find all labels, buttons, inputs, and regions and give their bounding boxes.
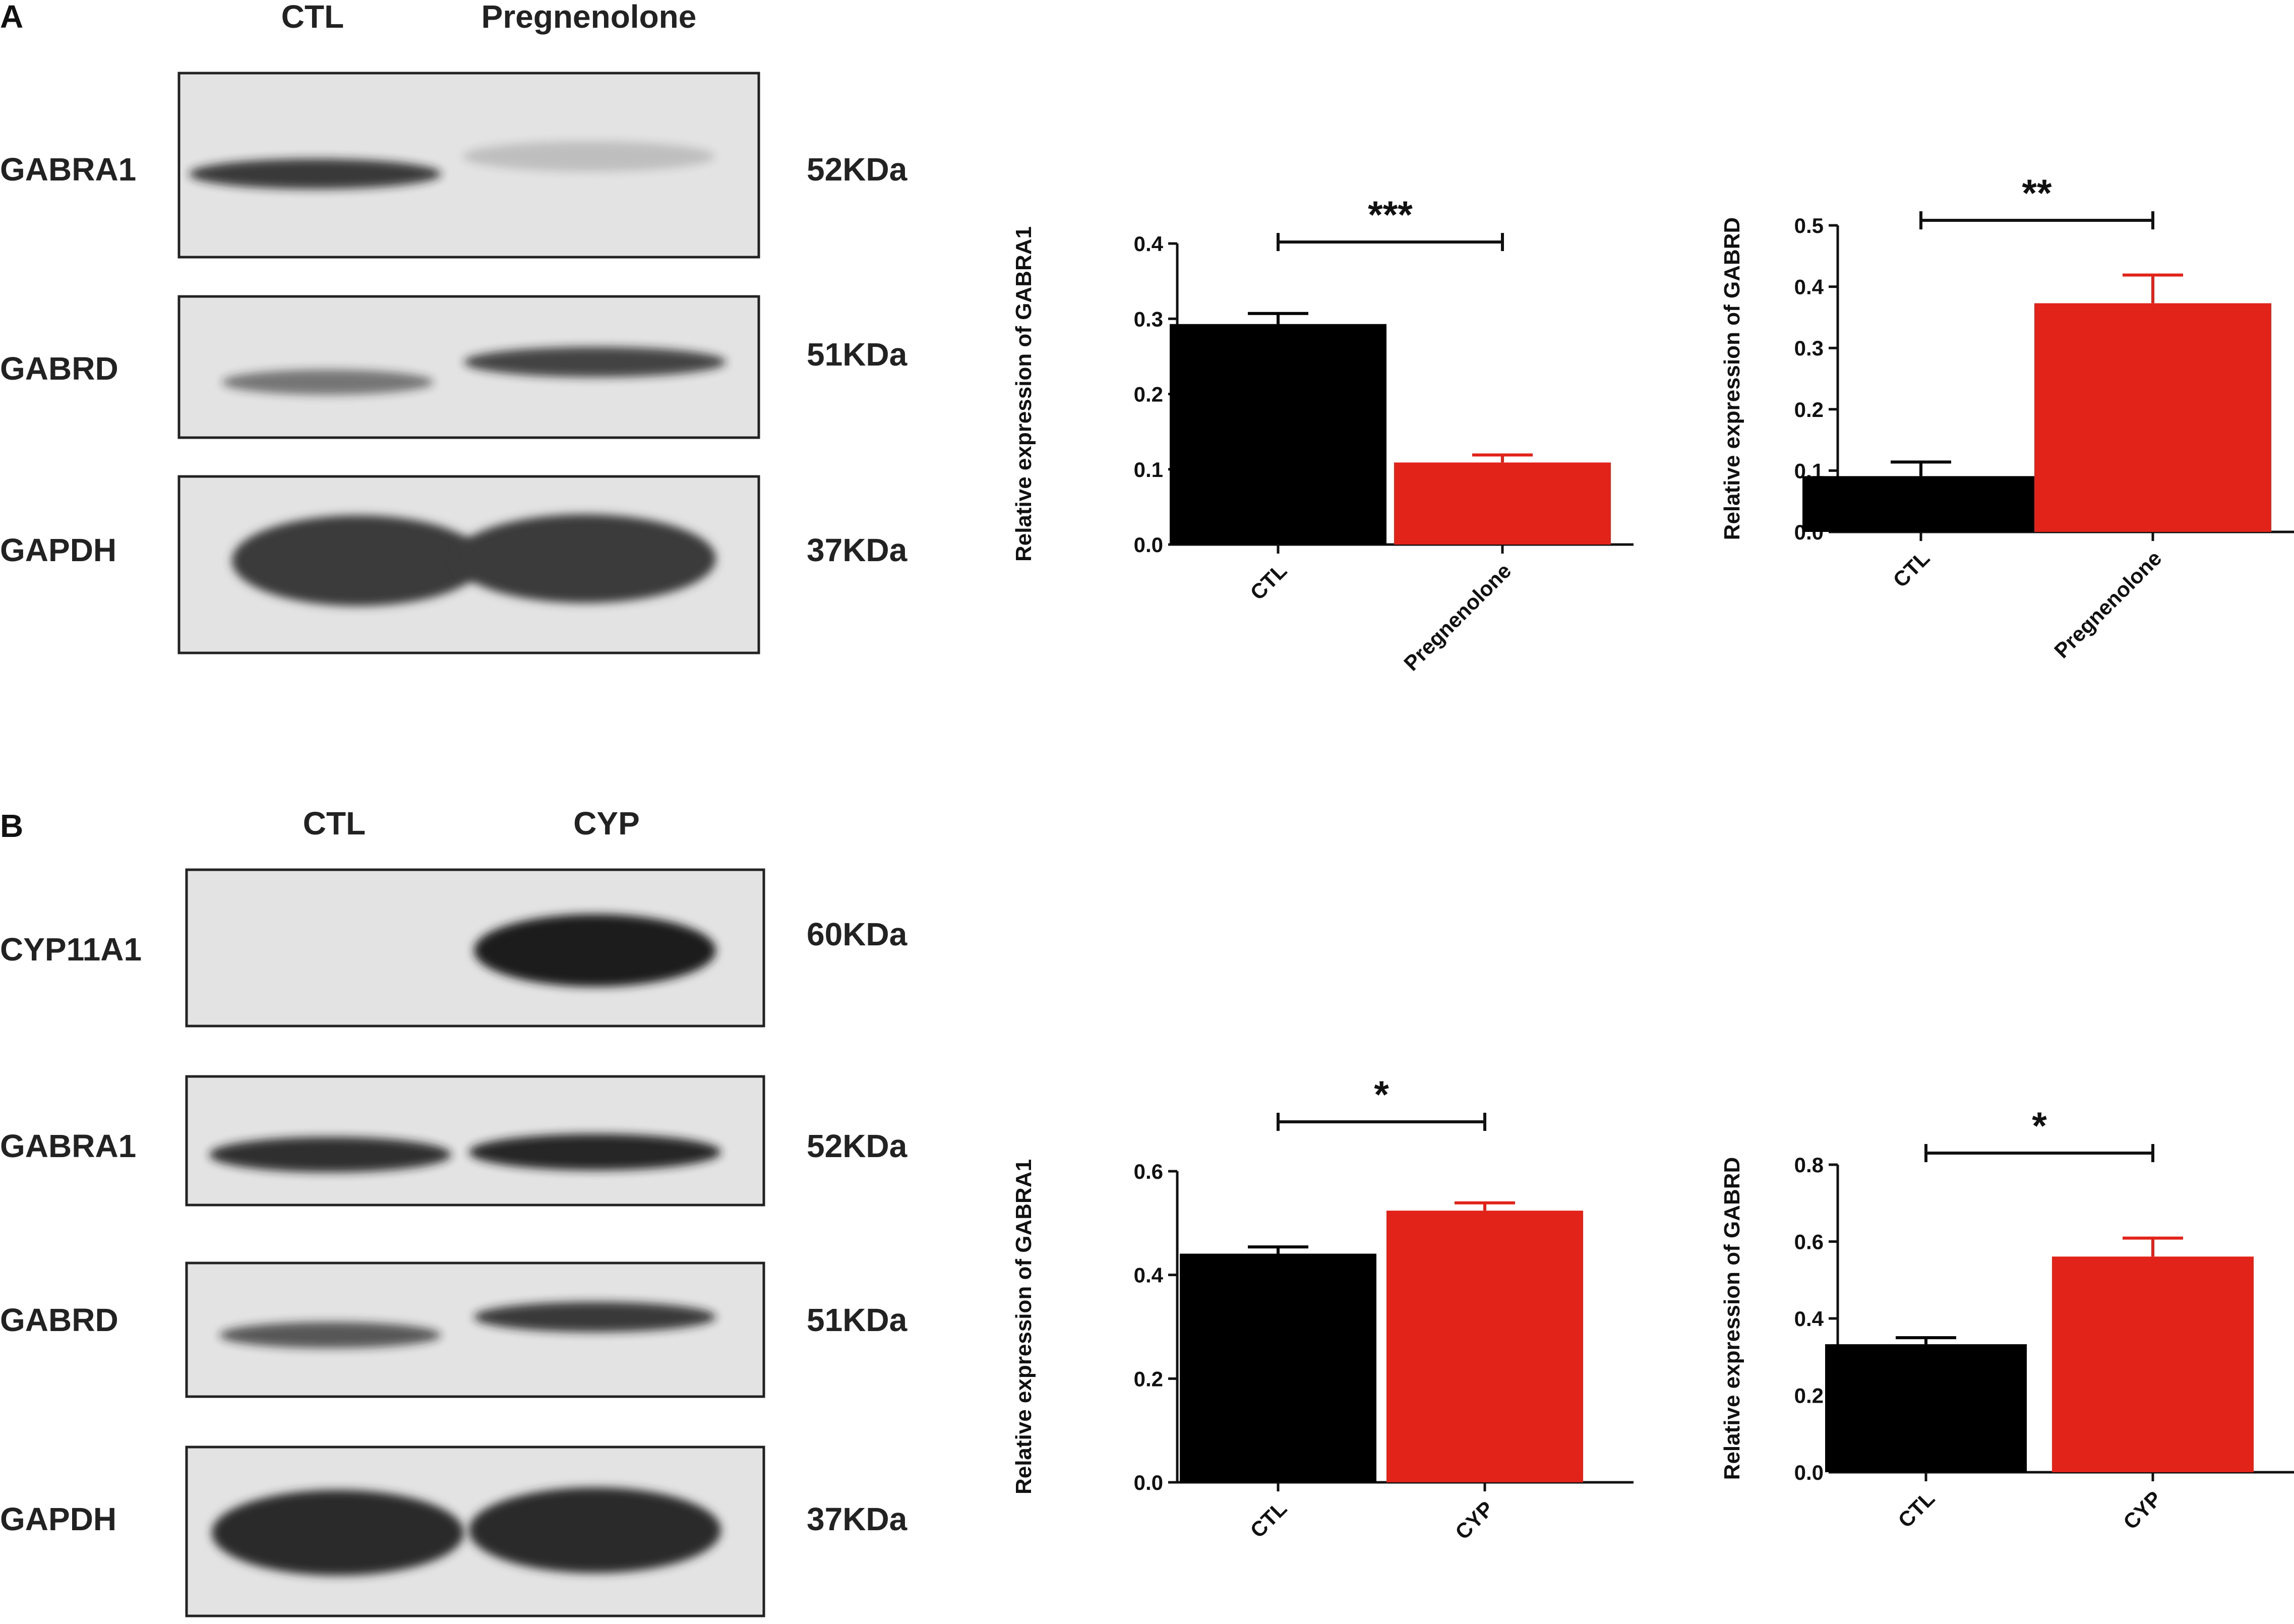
significance-label: *** [1368, 194, 1413, 236]
x-tick-label: CTL [1245, 559, 1291, 605]
y-tick-label: 0.3 [1134, 307, 1163, 331]
molecular-weight-label: 52KDa [807, 151, 908, 188]
blot-band [209, 1137, 451, 1172]
blot-band [474, 1302, 716, 1332]
blot-band [454, 514, 716, 603]
y-tick-label: 0.5 [1794, 214, 1824, 237]
y-axis-label: Relative expression of GABRA1 [1011, 1159, 1036, 1494]
bar-chart-b-gabra1: 0.0 0.2 0.4 0.6 Relative expression of GABRA… [1011, 1073, 1634, 1544]
bar [2052, 1256, 2254, 1472]
blot-band [474, 914, 716, 987]
y-tick-label: 0.0 [1134, 533, 1163, 557]
y-axis-label: Relative expression of GABRD [1720, 217, 1744, 540]
panel-letter-a: A [0, 0, 23, 35]
protein-label: GABRA1 [0, 1128, 136, 1164]
x-tick-label: CTL [1888, 546, 1934, 592]
y-tick-label: 0.2 [1134, 383, 1163, 406]
bar [1180, 1253, 1376, 1482]
molecular-weight-label: 37KDa [807, 532, 908, 568]
x-tick-label: Pregnenolone [2049, 546, 2166, 663]
blot-band [222, 370, 434, 395]
molecular-weight-label: 52KDa [807, 1128, 908, 1164]
blot-band [463, 141, 715, 171]
blot-band [469, 1487, 721, 1573]
blot-band [219, 1322, 441, 1348]
significance-label: * [1374, 1073, 1389, 1116]
bar-chart-a-gabra1: 0.0 0.1 0.2 0.3 0.4 Relative expression of GA… [1011, 194, 1634, 675]
lane-label-ctl: CTL [281, 0, 344, 35]
y-tick-label: 0.2 [1794, 1384, 1824, 1408]
x-tick-label: CYP [1451, 1496, 1498, 1544]
protein-label: GABRD [0, 350, 118, 387]
x-tick-label: Pregnenolone [1399, 559, 1516, 675]
y-tick-label: 0.2 [1134, 1367, 1163, 1391]
molecular-weight-label: 60KDa [807, 916, 908, 952]
x-tick-label: CTL [1245, 1496, 1291, 1542]
bar-chart-b-gabrd: 0.0 0.2 0.4 0.6 0.8 Relative expression of GA… [1720, 1105, 2294, 1534]
blot-band [232, 515, 484, 606]
panel-a: A CTL Pregnenolone GABRA1 52KDa GABRD 51… [0, 0, 908, 654]
y-tick-label: 0.4 [1134, 1264, 1164, 1287]
y-tick-label: 0.6 [1794, 1230, 1824, 1254]
significance-label: * [2032, 1105, 2047, 1148]
y-tick-label: 0.3 [1794, 336, 1824, 360]
y-tick-label: 0.4 [1134, 232, 1164, 256]
y-tick-label: 0.8 [1794, 1153, 1824, 1177]
significance-label: ** [2022, 172, 2052, 215]
lane-label-ctl: CTL [303, 805, 366, 841]
protein-label: GABRA1 [0, 151, 136, 188]
lane-label-treatment: CYP [573, 805, 640, 841]
bar [1825, 1344, 2027, 1472]
panel-b: B CTL CYP CYP11A1 60KDa GABRA1 52KDa GAB… [0, 805, 908, 1617]
y-axis-label: Relative expression of GABRD [1720, 1157, 1744, 1480]
y-tick-label: 0.0 [1794, 1461, 1824, 1484]
blot-band [469, 1134, 721, 1170]
bar [1394, 462, 1611, 545]
molecular-weight-label: 51KDa [807, 1302, 908, 1338]
y-tick-label: 0.6 [1134, 1160, 1163, 1183]
protein-label: GABRD [0, 1302, 118, 1338]
bar [2034, 303, 2271, 532]
y-tick-label: 0.2 [1794, 398, 1824, 422]
x-tick-label: CTL [1893, 1486, 1939, 1532]
blot-band [189, 159, 441, 189]
y-tick-label: 0.0 [1134, 1471, 1163, 1494]
blot-band [212, 1490, 464, 1576]
bar [1802, 476, 2039, 532]
bar [1386, 1211, 1583, 1482]
x-tick-label: CYP [2119, 1486, 2166, 1534]
y-tick-label: 0.4 [1794, 1307, 1824, 1331]
y-axis-label: Relative expression of GABRA1 [1011, 226, 1036, 562]
bar [1170, 324, 1386, 545]
protein-label: GAPDH [0, 1501, 116, 1537]
y-tick-label: 0.4 [1794, 275, 1824, 299]
protein-label: GAPDH [0, 532, 116, 568]
molecular-weight-label: 51KDa [807, 336, 908, 373]
lane-label-treatment: Pregnenolone [481, 0, 697, 35]
blot-band [464, 347, 726, 377]
y-tick-label: 0.1 [1134, 458, 1163, 482]
panel-letter-b: B [0, 808, 23, 844]
molecular-weight-label: 37KDa [807, 1501, 908, 1537]
protein-label: CYP11A1 [0, 931, 142, 968]
